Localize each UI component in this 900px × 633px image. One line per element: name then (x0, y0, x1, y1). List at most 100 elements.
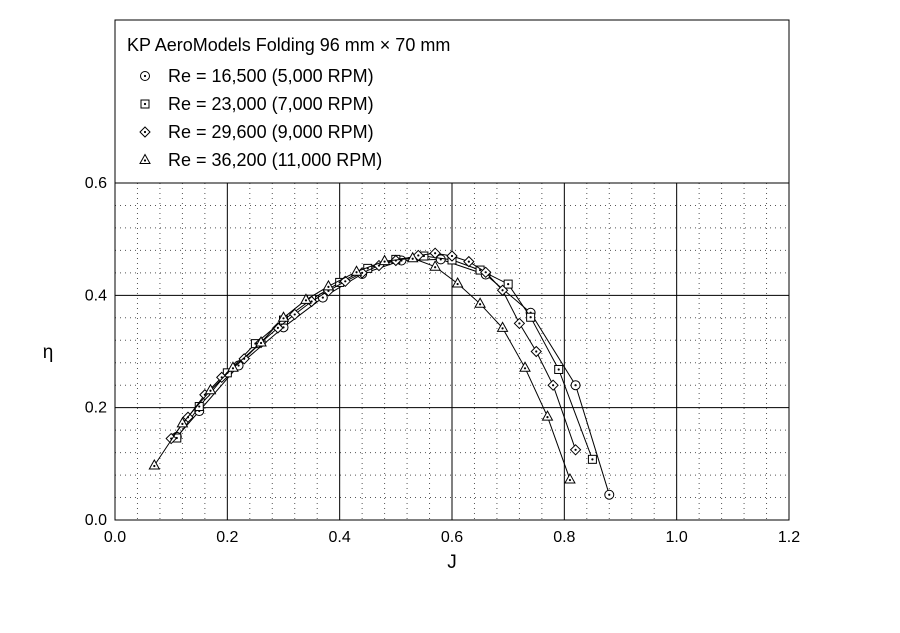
minor-grid (115, 183, 789, 520)
data-point (451, 277, 464, 288)
marker-center-dot (304, 299, 308, 302)
marker-center-dot (518, 322, 521, 325)
legend-label: Re = 16,500 (5,000 RPM) (168, 66, 374, 86)
marker-triangle (429, 260, 441, 271)
y-tick-label: 0.2 (85, 400, 107, 417)
marker-center-dot (434, 266, 437, 269)
marker-triangle (204, 383, 217, 395)
y-tick-label: 0.0 (85, 512, 107, 529)
legend-label: Re = 23,000 (7,000 RPM) (168, 94, 374, 114)
series-3 (165, 247, 582, 456)
marker-triangle (227, 361, 239, 372)
series-layer (148, 247, 615, 500)
x-tick-label: 0.4 (329, 529, 351, 546)
marker-triangle (139, 153, 151, 164)
marker-center-dot (310, 300, 313, 303)
marker-center-dot (282, 317, 285, 320)
marker-triangle (519, 361, 531, 372)
marker-center-dot (327, 285, 330, 288)
legend-marker (139, 153, 151, 164)
marker-center-dot (237, 364, 240, 367)
marker-center-dot (467, 260, 470, 263)
marker-center-dot (591, 458, 594, 461)
marker-center-dot (478, 303, 482, 306)
marker-triangle (277, 311, 290, 322)
marker-center-dot (344, 280, 347, 283)
data-point (429, 260, 441, 271)
marker-center-dot (276, 326, 279, 330)
data-point (322, 279, 335, 291)
marker-center-dot (417, 254, 420, 257)
marker-center-dot (259, 341, 263, 345)
marker-center-dot (557, 368, 560, 371)
marker-center-dot (568, 478, 572, 482)
y-tick-label: 0.4 (85, 287, 107, 304)
major-grid (115, 183, 789, 520)
marker-center-dot (321, 296, 324, 299)
data-point (272, 322, 284, 334)
x-tick-label: 0.2 (216, 529, 238, 546)
marker-center-dot (181, 422, 184, 425)
data-point (176, 416, 189, 428)
chart-title: KP AeroModels Folding 96 mm × 70 mm (127, 35, 450, 55)
marker-center-dot (450, 254, 454, 258)
data-point (587, 454, 597, 464)
series-line (170, 252, 577, 450)
data-point (526, 312, 536, 322)
data-point (378, 254, 391, 266)
legend-marker (139, 126, 151, 138)
marker-center-dot (501, 327, 504, 330)
data-point (289, 308, 301, 321)
marker-triangle (564, 473, 576, 484)
marker-triangle (451, 277, 464, 288)
data-point (503, 279, 513, 289)
marker-center-dot (574, 448, 577, 451)
data-point (204, 383, 217, 395)
data-point (496, 321, 509, 332)
marker-center-dot (456, 282, 459, 286)
marker-center-dot (231, 367, 235, 370)
data-point (406, 251, 419, 263)
x-tick-label: 1.2 (778, 529, 800, 546)
marker-center-dot (546, 416, 549, 419)
y-axis-label: η (43, 342, 54, 363)
x-tick-label: 1.0 (666, 529, 688, 546)
marker-triangle (378, 254, 391, 266)
marker-triangle (474, 297, 486, 308)
marker-triangle (541, 410, 554, 421)
data-point (541, 410, 554, 421)
marker-triangle (496, 321, 509, 332)
marker-triangle (300, 293, 312, 304)
data-point (496, 284, 509, 296)
marker-center-dot (209, 389, 212, 392)
marker-center-dot (608, 493, 611, 496)
marker-center-dot (293, 313, 296, 316)
x-tick-label: 0.6 (441, 529, 463, 546)
legend-box (114, 19, 790, 184)
data-point (547, 379, 559, 391)
y-axis-ticks: 0.0 0.2 0.4 0.6 (85, 175, 107, 529)
data-point (429, 247, 441, 259)
x-tick-label: 0.8 (553, 529, 575, 546)
x-axis-label: J (447, 552, 457, 573)
data-point (474, 297, 486, 308)
data-point (446, 250, 458, 262)
marker-center-dot (535, 350, 538, 353)
x-tick-label: 0.0 (104, 529, 126, 546)
data-point (390, 254, 402, 267)
data-point (148, 458, 161, 470)
data-point (604, 489, 615, 500)
legend-marker (140, 71, 150, 81)
marker-center-dot (507, 283, 510, 286)
marker-center-dot (143, 159, 147, 162)
legend: KP AeroModels Folding 96 mm × 70 mm Re =… (114, 19, 790, 184)
y-tick-label: 0.6 (85, 175, 107, 192)
marker-center-dot (153, 464, 156, 468)
marker-center-dot (574, 384, 577, 387)
marker-center-dot (523, 367, 527, 370)
marker-center-dot (143, 74, 147, 78)
data-point (569, 444, 582, 456)
marker-center-dot (529, 316, 532, 319)
legend-label: Re = 29,600 (9,000 RPM) (168, 122, 374, 142)
